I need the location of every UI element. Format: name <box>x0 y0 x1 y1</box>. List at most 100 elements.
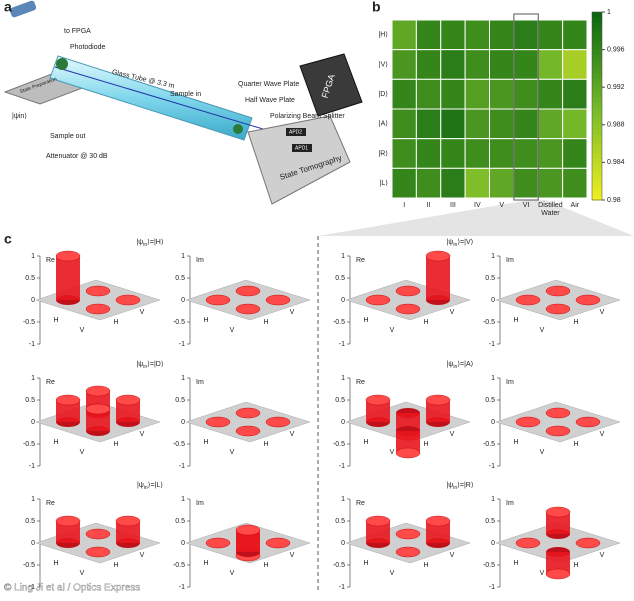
cylinder-body <box>546 552 570 574</box>
colorbar-step <box>592 91 602 98</box>
part-label: Im <box>196 257 204 264</box>
title-state: |R⟩ <box>464 481 474 489</box>
basis-label: V <box>600 309 605 316</box>
title-state: |D⟩ <box>154 360 164 368</box>
heatmap-cell <box>440 19 466 51</box>
label: Attenuator @ 30 dB <box>46 153 108 160</box>
zoom-wedge <box>318 200 634 236</box>
cylinder <box>55 250 81 305</box>
basis-label: V <box>540 327 545 334</box>
tick-label: -0.5 <box>333 319 345 326</box>
label: Quarter Wave Plate <box>238 81 299 88</box>
heatmap-cell <box>391 167 417 199</box>
heatmap-cell <box>464 19 490 51</box>
basis-label: V <box>540 449 545 456</box>
cylinder-top <box>545 407 571 419</box>
label: Photodiode <box>70 44 106 51</box>
basis-label: H <box>573 562 578 569</box>
label: Half Wave Plate <box>245 97 295 104</box>
panel-label: b <box>372 0 381 15</box>
title-part: in <box>143 242 147 248</box>
state-title: |ψin⟩=|H⟩ <box>136 238 163 248</box>
cylinder-top <box>365 515 391 527</box>
title-part: in <box>453 242 457 248</box>
colorbar-label: 0.988 <box>607 122 625 129</box>
basis-label: V <box>230 570 235 577</box>
cylinder <box>395 303 421 315</box>
state-title: |ψin⟩=|R⟩ <box>446 481 473 491</box>
cylinder-top <box>235 407 261 419</box>
colorbar-step <box>592 49 602 55</box>
title-part: ⟩= <box>457 238 464 246</box>
tick-label: 1 <box>491 496 495 503</box>
heatmap-cell <box>489 49 515 80</box>
tick-label: 0.5 <box>25 397 35 404</box>
basis-label: V <box>80 449 85 456</box>
cylinder-body <box>116 521 140 543</box>
heatmap-cell <box>537 138 564 169</box>
basis-label: V <box>140 431 145 438</box>
heatmap-cell <box>391 78 417 110</box>
heatmap-cell <box>513 49 539 80</box>
platform <box>495 279 621 321</box>
cylinder <box>235 285 261 297</box>
basis-label: V <box>140 552 145 559</box>
row-label: |D⟩ <box>378 90 388 98</box>
tick-label: 0 <box>491 297 495 304</box>
title-state: |V⟩ <box>464 238 473 246</box>
title-part: ⟩= <box>148 481 155 489</box>
state-title: |ψin⟩=|V⟩ <box>447 238 474 248</box>
row-label: |R⟩ <box>378 149 388 157</box>
title-part: |ψ <box>447 361 454 368</box>
cylinder <box>265 416 291 428</box>
heatmap-cell <box>464 167 490 199</box>
basis-label: H <box>113 441 118 448</box>
glass-tube <box>49 55 253 141</box>
cylinder-top <box>425 394 451 406</box>
heatmap-cell <box>440 138 466 169</box>
basis-label: H <box>423 441 428 448</box>
title-part: |ψ <box>447 239 454 246</box>
cylinder-top <box>395 528 421 540</box>
basis-label: H <box>263 441 268 448</box>
cylinder <box>515 294 541 306</box>
part-label: Re <box>356 379 365 386</box>
title-state: |H⟩ <box>154 238 164 246</box>
tick-label: -0.5 <box>23 319 35 326</box>
basis-label: H <box>203 439 208 446</box>
heatmap-cell <box>537 49 564 80</box>
cylinder <box>545 303 571 315</box>
label: Polarizing Beam Splitter <box>270 113 345 120</box>
basis-label: V <box>600 431 605 438</box>
colorbar-step <box>592 157 602 163</box>
cylinder-body <box>396 431 420 453</box>
basis-label: V <box>140 309 145 316</box>
cylinder-top <box>55 250 81 262</box>
fpga-box <box>299 53 363 117</box>
heatmap-cell <box>464 78 490 110</box>
label: Sample in <box>170 91 201 98</box>
part-label: Im <box>196 379 204 386</box>
basis-label: H <box>363 317 368 324</box>
tick-label: 0 <box>341 297 345 304</box>
heatmap-cell <box>513 138 539 169</box>
colorbar-step <box>592 16 602 22</box>
colorbar-step <box>592 68 602 74</box>
cylinder-top <box>85 303 111 315</box>
colorbar-step <box>592 143 602 149</box>
cylinder-top <box>545 425 571 437</box>
row-label: |L⟩ <box>380 179 389 187</box>
cylinder <box>235 524 261 557</box>
cylinder <box>115 394 141 427</box>
tick-label: -1 <box>489 463 495 470</box>
cylinder <box>545 285 571 297</box>
colorbar-step <box>592 138 602 145</box>
cylinder-top <box>265 537 291 549</box>
column-label: III <box>450 202 456 209</box>
basis-label: V <box>390 327 395 334</box>
tick-label: 0 <box>491 540 495 547</box>
tick-label: 0.5 <box>335 275 345 282</box>
panel-label: c <box>4 231 12 247</box>
tick-label: 1 <box>341 375 345 382</box>
